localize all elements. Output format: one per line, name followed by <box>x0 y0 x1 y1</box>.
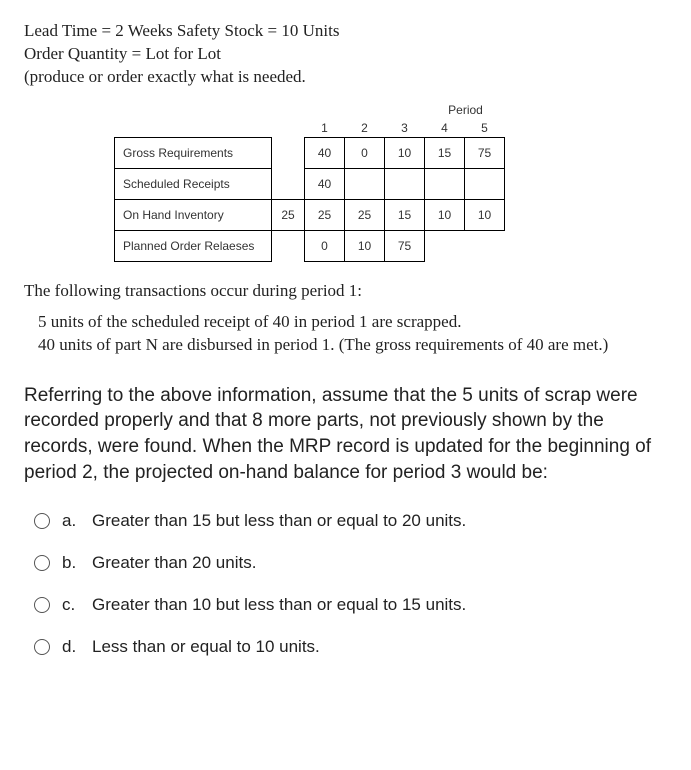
transaction-1: 5 units of the scheduled receipt of 40 i… <box>38 312 461 331</box>
lead-cell: 25 <box>272 199 305 230</box>
question-text: Referring to the above information, assu… <box>24 383 667 486</box>
value-cell: 40 <box>305 168 345 199</box>
answer-option-a[interactable]: a. Greater than 15 but less than or equal… <box>34 511 667 531</box>
row-label: On Hand Inventory <box>115 199 272 230</box>
period-num-1: 1 <box>305 119 345 138</box>
row-label: Scheduled Receipts <box>115 168 272 199</box>
table-row: Scheduled Receipts 40 <box>115 168 505 199</box>
period-header-label: Period <box>114 103 667 117</box>
header-line3: (produce or order exactly what is needed… <box>24 67 306 86</box>
value-cell: 10 <box>425 199 465 230</box>
period-num-2: 2 <box>345 119 385 138</box>
option-text: Greater than 15 but less than or equal t… <box>92 511 667 531</box>
value-cell <box>425 230 465 261</box>
period-num-4: 4 <box>425 119 465 138</box>
lead-cell <box>272 137 305 168</box>
table-row: Planned Order Relaeses 01075 <box>115 230 505 261</box>
value-cell <box>465 168 505 199</box>
period-num-5: 5 <box>465 119 505 138</box>
radio-icon[interactable] <box>34 513 50 529</box>
answer-option-d[interactable]: d. Less than or equal to 10 units. <box>34 637 667 657</box>
radio-icon[interactable] <box>34 597 50 613</box>
value-cell: 25 <box>345 199 385 230</box>
value-cell: 10 <box>345 230 385 261</box>
value-cell: 15 <box>385 199 425 230</box>
value-cell <box>425 168 465 199</box>
option-letter: a. <box>62 511 80 531</box>
lead-cell <box>272 168 305 199</box>
row-label: Gross Requirements <box>115 137 272 168</box>
value-cell: 0 <box>305 230 345 261</box>
value-cell: 25 <box>305 199 345 230</box>
answer-options: a. Greater than 15 but less than or equal… <box>24 511 667 657</box>
mrp-table: 1 2 3 4 5 Gross Requirements400101575Sch… <box>114 119 505 262</box>
lead-cell <box>272 230 305 261</box>
value-cell <box>345 168 385 199</box>
value-cell: 15 <box>425 137 465 168</box>
table-row: On Hand Inventory252525151010 <box>115 199 505 230</box>
value-cell: 75 <box>385 230 425 261</box>
transactions-list: 5 units of the scheduled receipt of 40 i… <box>38 311 667 357</box>
row-label: Planned Order Relaeses <box>115 230 272 261</box>
option-letter: d. <box>62 637 80 657</box>
option-text: Less than or equal to 10 units. <box>92 637 667 657</box>
radio-icon[interactable] <box>34 555 50 571</box>
transactions-lead: The following transactions occur during … <box>24 280 667 303</box>
value-cell <box>385 168 425 199</box>
option-text: Greater than 10 but less than or equal t… <box>92 595 667 615</box>
value-cell: 75 <box>465 137 505 168</box>
value-cell <box>465 230 505 261</box>
value-cell: 0 <box>345 137 385 168</box>
value-cell: 10 <box>385 137 425 168</box>
value-cell: 40 <box>305 137 345 168</box>
period-num-3: 3 <box>385 119 425 138</box>
answer-option-b[interactable]: b. Greater than 20 units. <box>34 553 667 573</box>
option-text: Greater than 20 units. <box>92 553 667 573</box>
header-line1: Lead Time = 2 Weeks Safety Stock = 10 Un… <box>24 21 339 40</box>
table-row: Gross Requirements 400101575 <box>115 137 505 168</box>
value-cell: 10 <box>465 199 505 230</box>
option-letter: c. <box>62 595 80 615</box>
header-line2: Order Quantity = Lot for Lot <box>24 44 221 63</box>
mrp-table-container: Period 1 2 3 4 5 Gross Requirements40010… <box>114 103 667 262</box>
radio-icon[interactable] <box>34 639 50 655</box>
answer-option-c[interactable]: c. Greater than 10 but less than or equal… <box>34 595 667 615</box>
option-letter: b. <box>62 553 80 573</box>
problem-header: Lead Time = 2 Weeks Safety Stock = 10 Un… <box>24 20 667 89</box>
transaction-2: 40 units of part N are disbursed in peri… <box>38 335 608 354</box>
